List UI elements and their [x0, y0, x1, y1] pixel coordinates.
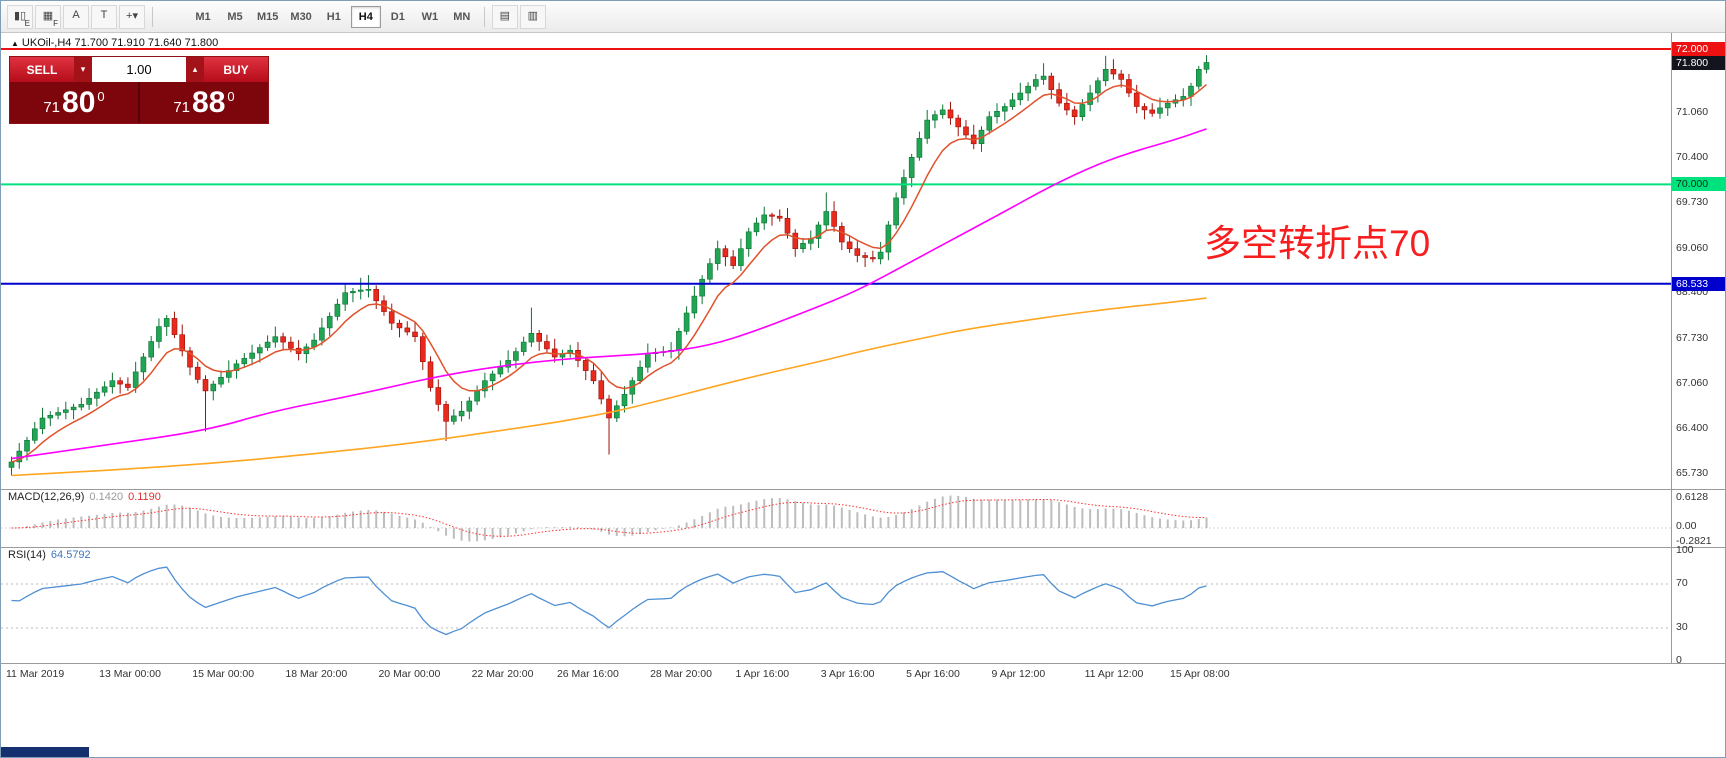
bottom-scrollbar-fragment [1, 747, 89, 757]
time-axis-label: 15 Mar 00:00 [192, 668, 255, 680]
annotation-a-icon[interactable]: A [63, 4, 89, 29]
volume-down-button[interactable]: ▾ [74, 57, 92, 82]
trade-panel-price-row: 71 80 0 71 88 0 [10, 82, 268, 123]
timeframe-h4[interactable]: H4 [350, 5, 381, 28]
chart-title: ▲ UKOil-,H4 71.700 71.910 71.640 71.800 [11, 37, 218, 49]
sell-price-sup: 0 [97, 88, 105, 104]
rsi-label-name: RSI(14) [8, 549, 46, 561]
macd-signal-value: 0.1190 [128, 491, 161, 503]
price-axis-tick: 67.060 [1676, 376, 1709, 389]
time-axis-label: 18 Mar 20:00 [285, 668, 348, 680]
chart-annotation-text: 多空转折点70 [1204, 223, 1431, 264]
time-axis-label: 13 Mar 00:00 [99, 668, 161, 680]
symbol-marker-icon: ▲ [11, 39, 19, 48]
timeframe-mn[interactable]: MN [447, 6, 477, 28]
timeframe-group: M1 M5 M15 M30 H1 H4 D1 W1 MN [188, 5, 477, 28]
time-axis-label: 20 Mar 00:00 [378, 668, 441, 680]
current-price-badge: 71.800 [1672, 55, 1725, 70]
blue-level-price-badge: 68.533 [1672, 276, 1725, 291]
macd-axis-tick: 0.6128 [1676, 491, 1709, 503]
toolbar: ▮▯ E ▦ F A T +▾ M1 M5 M15 M30 H1 H4 D1 W1 MN ▤ ▥ [1, 1, 1725, 33]
time-axis-label: 5 Apr 16:00 [906, 668, 960, 680]
sell-button[interactable]: SELL [10, 57, 74, 82]
buy-button[interactable]: BUY [204, 57, 268, 82]
price-axis-tick: 67.730 [1676, 331, 1709, 344]
timeframe-h1[interactable]: H1 [319, 6, 349, 28]
green-level-price-badge: 70.000 [1672, 177, 1725, 192]
rsi-axis-tick: 0 [1676, 654, 1682, 666]
time-axis-label: 15 Apr 08:00 [1170, 668, 1230, 680]
price-axis-tick: 69.060 [1676, 241, 1709, 254]
time-axis-label: 3 Apr 16:00 [820, 668, 875, 680]
timeframe-d1[interactable]: D1 [383, 6, 413, 28]
buy-price-pips: 88 [192, 85, 226, 119]
macd-axis-tick: -0.2821 [1676, 535, 1712, 547]
rsi-axis-tick: 30 [1676, 621, 1688, 633]
toolbar-separator [483, 6, 485, 27]
volume-input[interactable] [92, 57, 186, 82]
macd-main-value: 0.1420 [89, 491, 124, 503]
price-axis-tick: 70.400 [1676, 150, 1709, 163]
macd-label-name: MACD(12,26,9) [8, 491, 85, 503]
timeframe-m15[interactable]: M15 [252, 6, 283, 28]
price-axis-tick: 65.730 [1676, 466, 1709, 479]
time-axis-label: 11 Mar 2019 [6, 668, 65, 680]
time-axis-label: 28 Mar 20:00 [650, 668, 712, 680]
toolbar-separator [152, 6, 153, 27]
timeframe-m5[interactable]: M5 [220, 6, 250, 28]
grid-tool-icon[interactable]: ▦ F [35, 4, 61, 29]
time-axis-label: 22 Mar 20:00 [471, 668, 534, 680]
cursor-tool-icon[interactable]: +▾ [119, 4, 145, 29]
textbox-t-icon[interactable]: T [91, 4, 117, 29]
timeframe-m1[interactable]: M1 [188, 6, 218, 28]
buy-price-sup: 0 [227, 88, 235, 104]
rsi-value: 64.5792 [50, 549, 91, 561]
sell-price-pips: 80 [62, 85, 96, 119]
resistance-price-badge: 72.000 [1672, 42, 1725, 56]
toolbar-left-group: ▮▯ E ▦ F A T +▾ [7, 4, 145, 29]
time-axis-label: 26 Mar 16:00 [556, 668, 619, 680]
sell-price-whole: 71 [43, 98, 61, 116]
price-axis-tick: 66.400 [1676, 421, 1709, 434]
trade-panel-top-row: SELL ▾ ▴ BUY [10, 57, 268, 82]
time-axis-label: 1 Apr 16:00 [735, 668, 790, 680]
time-axis-label: 9 Apr 12:00 [991, 668, 1046, 680]
timeframe-w1[interactable]: W1 [415, 6, 445, 28]
candlestick-tool-icon[interactable]: ▮▯ E [7, 4, 33, 29]
price-axis-tick: 71.060 [1676, 106, 1709, 119]
template-icon[interactable]: ▥ [519, 4, 546, 29]
volume-up-button[interactable]: ▴ [186, 57, 204, 82]
chart-title-text: UKOil-,H4 71.700 71.910 71.640 71.800 [21, 37, 219, 49]
rsi-label: RSI(14) 64.5792 [8, 549, 96, 561]
timeframe-m30[interactable]: M30 [285, 6, 316, 28]
toolbar-right-group: ▤ ▥ [491, 4, 546, 29]
macd-label: MACD(12,26,9) 0.1420 0.1190 [8, 491, 166, 503]
price-axis-tick: 69.730 [1676, 196, 1709, 209]
sell-price[interactable]: 71 80 0 [10, 82, 138, 123]
rsi-axis-tick: 70 [1676, 577, 1688, 589]
trade-panel-divider [138, 82, 140, 123]
macd-axis-tick: 0.00 [1676, 520, 1697, 532]
rsi-axis-tick: 100 [1676, 544, 1694, 556]
buy-price[interactable]: 71 88 0 [140, 82, 268, 123]
window-layout-icon[interactable]: ▤ [491, 4, 518, 29]
time-axis-label: 11 Apr 12:00 [1084, 668, 1144, 680]
buy-price-whole: 71 [173, 98, 191, 116]
